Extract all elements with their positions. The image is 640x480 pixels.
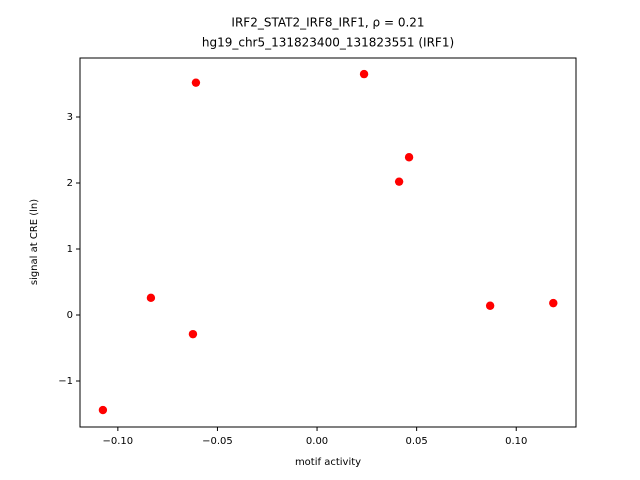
point [394,177,404,186]
x-tick-label: −0.10 [103,436,134,447]
point [359,69,369,79]
y-axis-label: signal at CRE (ln) [29,199,40,285]
y-tick-label: −1 [58,376,73,387]
plot-frame [79,57,577,428]
x-axis-label: motif activity [295,457,361,468]
chart-title: IRF2_STAT2_IRF8_IRF1, ρ = 0.21 [231,16,424,30]
point [191,78,201,87]
y-tick-label: 1 [67,244,73,255]
y-tick-label: 2 [67,178,73,189]
point [404,153,414,162]
point [549,298,558,308]
y-tick-label: 3 [67,112,73,123]
point [146,293,156,303]
point [485,301,495,310]
point [98,405,108,415]
x-tick-label: 0.05 [406,436,428,447]
chart-subtitle: hg19_chr5_131823400_131823551 (IRF1) [202,36,454,50]
point [188,329,198,339]
y-tick-label: 0 [67,310,73,321]
x-tick-label: 0.00 [306,436,328,447]
x-tick-label: −0.05 [202,436,233,447]
x-tick-label: 0.10 [505,436,527,447]
